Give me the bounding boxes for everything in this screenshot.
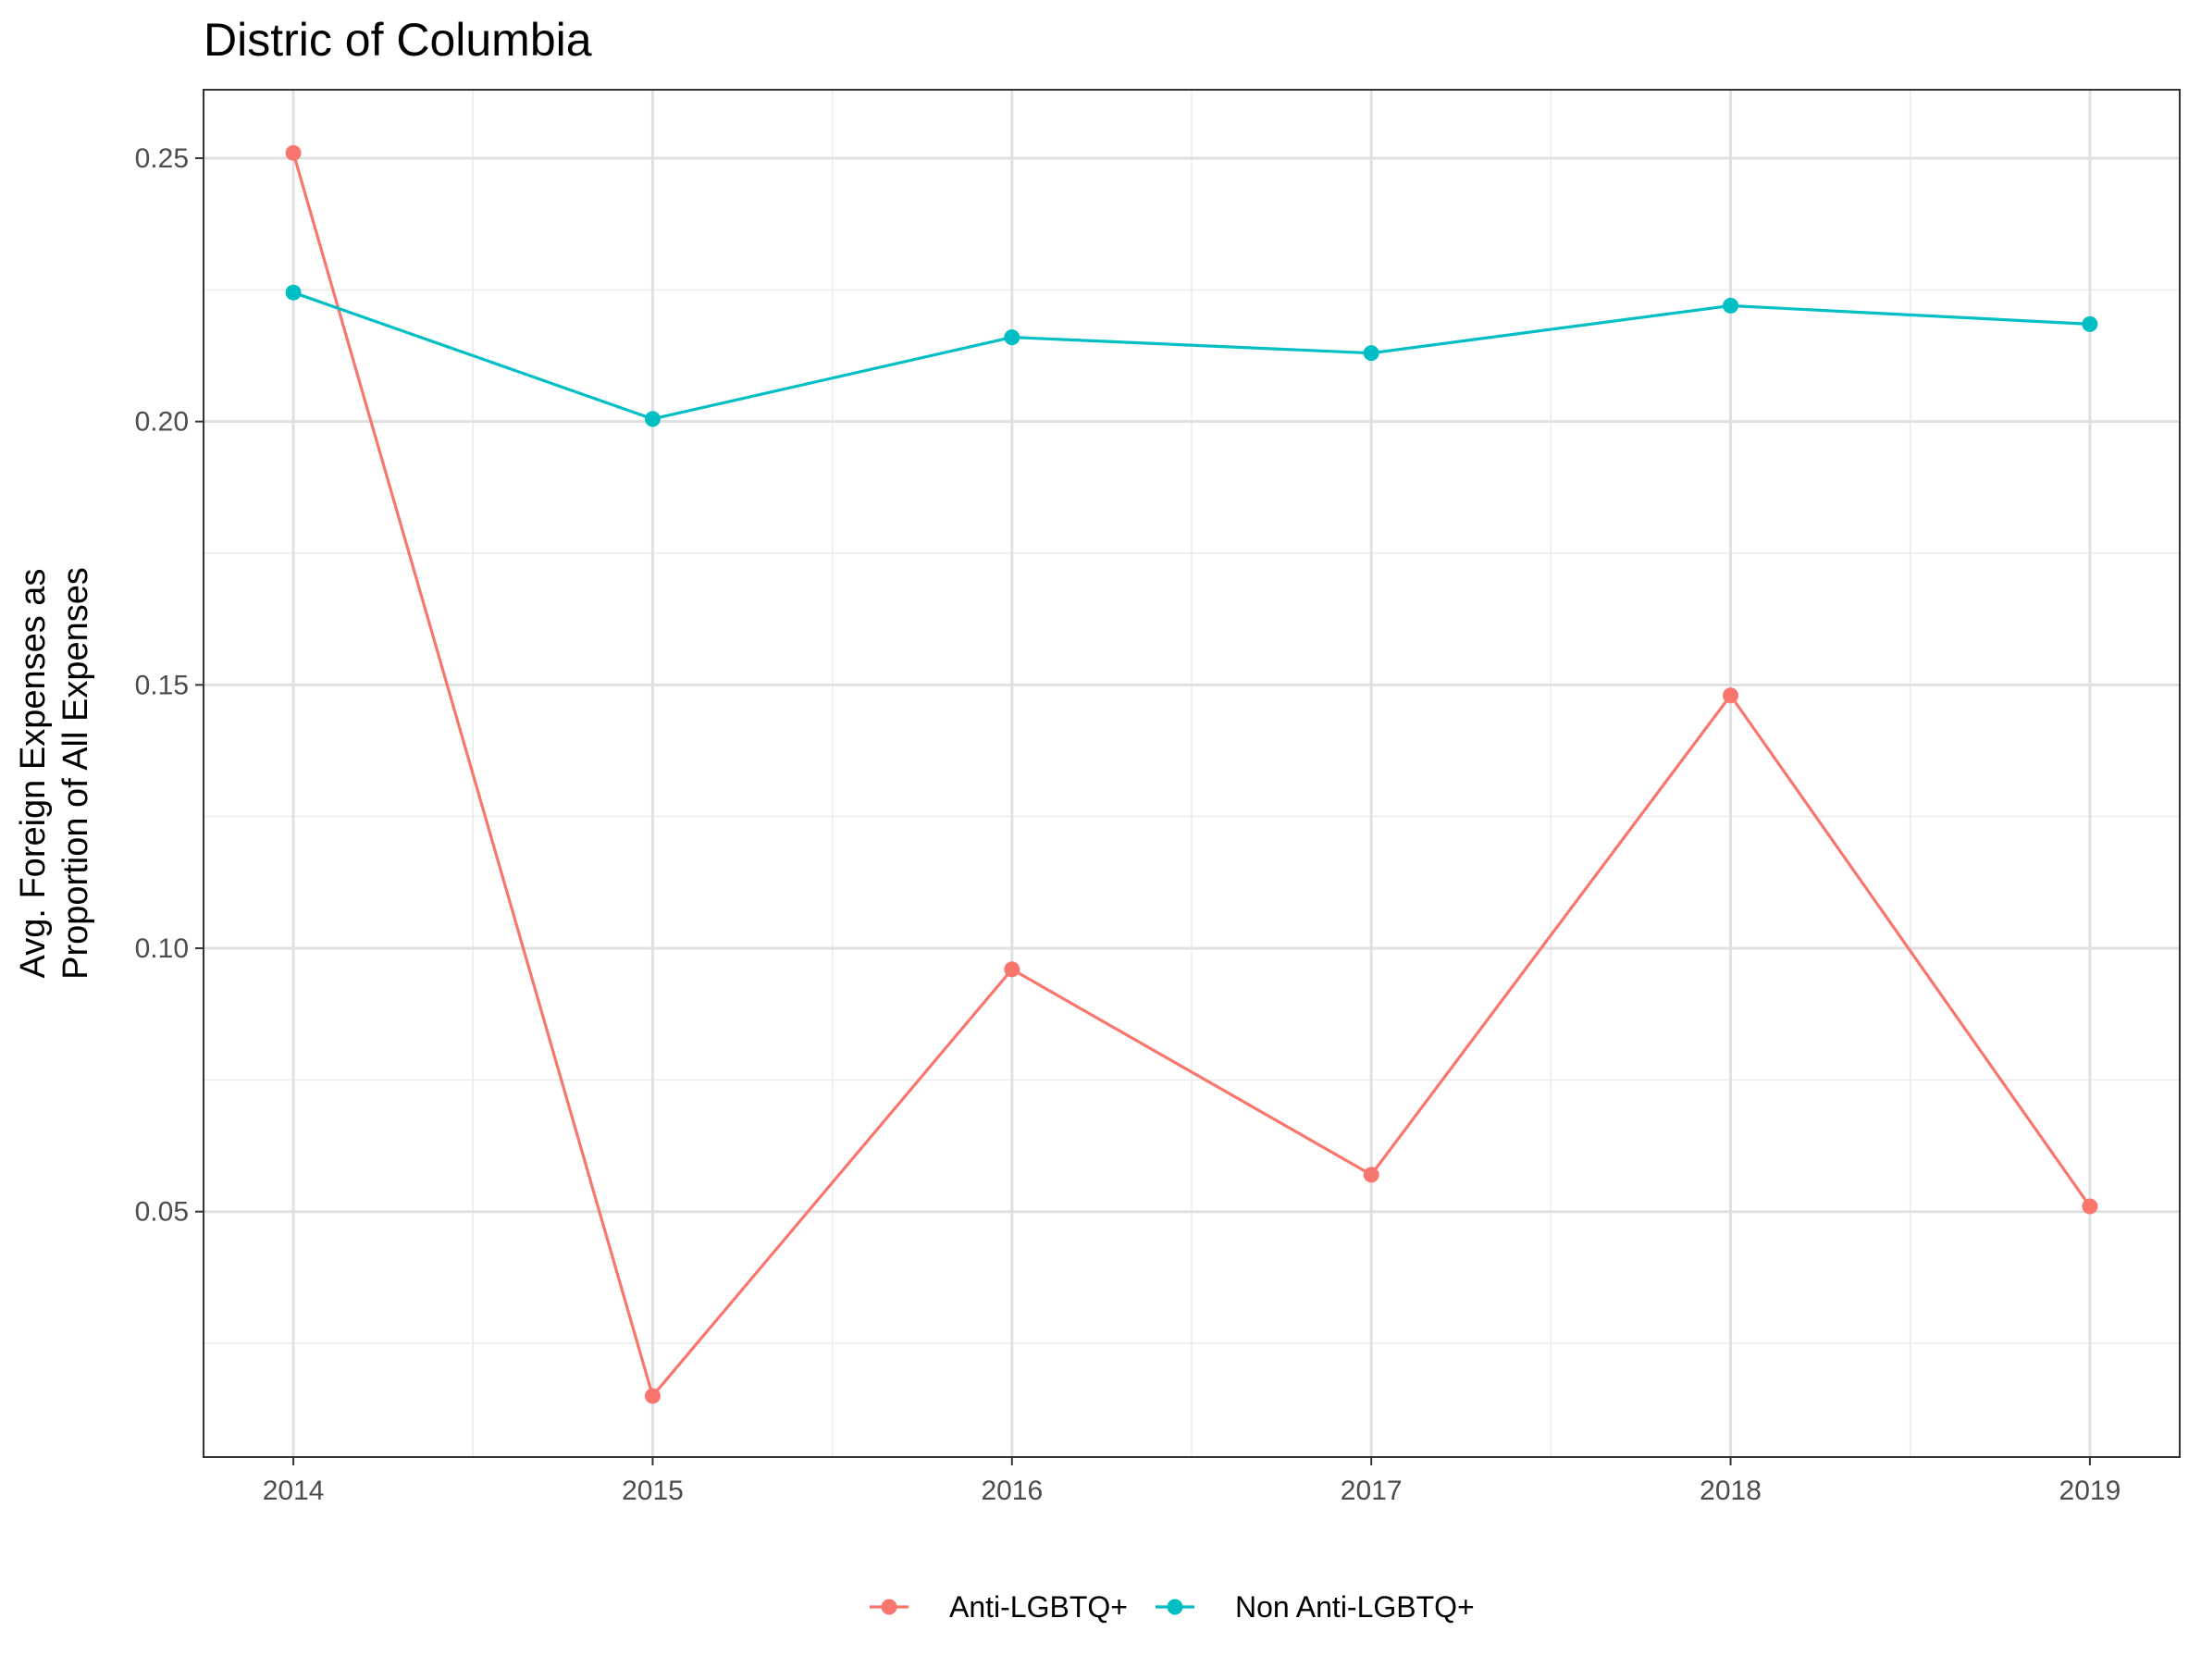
series-line-0 [291, 152, 2092, 1398]
y-tick-label: 0.10 [135, 933, 189, 964]
legend-key-point-0 [881, 1599, 897, 1615]
legend-label-0: Anti-LGBTQ+ [949, 1590, 1128, 1624]
y-axis-title-line-1: Avg. Foreign Expenses as [14, 569, 53, 979]
series-0-point [1363, 1167, 1379, 1183]
chart-title: Distric of Columbia [204, 14, 592, 66]
x-tick-label: 2014 [263, 1476, 325, 1506]
x-axis: 2014 2015 2016 2017 2018 2019 [263, 1457, 2121, 1506]
series-0-point [1723, 687, 1739, 704]
series-1-point [1004, 329, 1020, 346]
panel-border [203, 89, 2181, 1458]
legend: Anti-LGBTQ+ Non Anti-LGBTQ+ [870, 1590, 1475, 1624]
grid-major [204, 90, 2180, 1457]
series-1-point [1723, 297, 1739, 314]
series-layer [285, 144, 2098, 1404]
x-tick-label: 2018 [1700, 1476, 1762, 1506]
x-tick-label: 2015 [622, 1476, 684, 1506]
y-axis-title-line-2: Proportion of All Expenses [56, 567, 95, 980]
y-tick-label: 0.05 [135, 1197, 189, 1228]
x-tick-label: 2017 [1341, 1476, 1403, 1506]
series-1-point [285, 284, 302, 301]
y-tick-label: 0.25 [135, 143, 189, 174]
legend-label-1: Non Anti-LGBTQ+ [1235, 1590, 1475, 1624]
y-tick-label: 0.20 [135, 407, 189, 438]
series-0-point [2082, 1198, 2098, 1215]
legend-key-point-1 [1167, 1599, 1183, 1615]
series-0-point [285, 144, 302, 161]
series-0-point [644, 1388, 661, 1404]
y-tick-label: 0.15 [135, 670, 189, 700]
series-0-point [1004, 961, 1020, 978]
series-1-point [644, 411, 661, 427]
x-tick-label: 2016 [981, 1476, 1043, 1506]
y-axis: 0.05 0.10 0.15 0.20 0.25 [135, 143, 204, 1228]
series-1-point [2082, 315, 2098, 332]
series-1-point [1363, 345, 1379, 362]
series-line-1 [292, 290, 2090, 421]
x-tick-label: 2019 [2059, 1476, 2121, 1506]
